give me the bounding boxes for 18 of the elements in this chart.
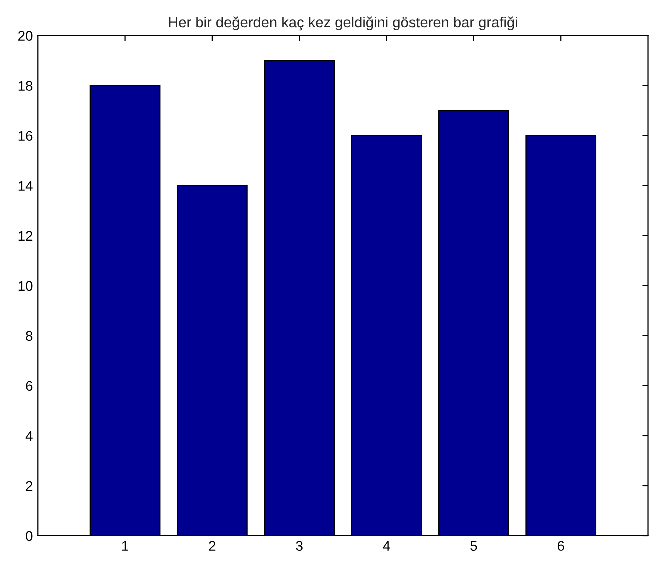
x-tick-label: 2 bbox=[209, 541, 216, 551]
y-tick-label: 4 bbox=[26, 431, 33, 441]
y-tick-label: 18 bbox=[18, 81, 33, 92]
x-tick-label: 4 bbox=[383, 541, 390, 551]
y-tick-label: 6 bbox=[26, 381, 33, 392]
y-tick-label: 16 bbox=[18, 131, 33, 142]
y-tick-label: 0 bbox=[26, 531, 33, 542]
chart-title: Her bir değerden kaç kez geldiğini gösteren bar grafiği bbox=[169, 16, 518, 31]
x-tick-label: 1 bbox=[122, 541, 128, 551]
y-tick-label: 10 bbox=[18, 281, 33, 292]
x-tick-label: 3 bbox=[296, 541, 303, 552]
y-tick-label: 8 bbox=[26, 331, 33, 342]
y-tick-label: 14 bbox=[18, 181, 33, 191]
x-tick-label: 5 bbox=[470, 541, 478, 552]
y-tick-label: 2 bbox=[26, 481, 33, 492]
y-tick-label: 12 bbox=[18, 231, 33, 241]
y-tick-label: 20 bbox=[18, 31, 33, 42]
x-tick-label: 6 bbox=[558, 541, 564, 552]
